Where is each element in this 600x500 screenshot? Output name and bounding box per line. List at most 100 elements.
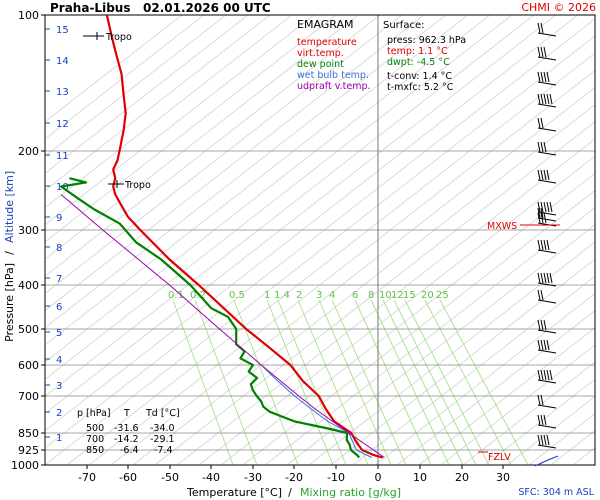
surface-heading: Surface: (383, 20, 424, 31)
dry-adiabat-line (45, 15, 447, 329)
wind-barb-feather (537, 339, 541, 351)
surface-tmxfc: t-mxfc: 5.2 °C (387, 82, 454, 93)
mixing-ratio-line (172, 299, 234, 465)
wind-barb-feather (546, 201, 550, 213)
temperature-tick-label: -70 (78, 471, 96, 484)
dry-adiabat-line (264, 207, 595, 465)
wind-barb-feather (546, 434, 550, 446)
pressure-tick-label: 300 (18, 224, 39, 237)
x-axis-title-temperature: Temperature [°C] (186, 486, 282, 499)
dry-adiabat-line (110, 86, 595, 465)
wind-barb-feather (540, 369, 544, 381)
mixing-ratio-line (393, 299, 477, 465)
wind-barb-feather (540, 289, 544, 301)
dry-adiabat-line (45, 15, 469, 346)
dry-adiabat-line (352, 275, 595, 465)
wind-barb-feather (537, 434, 541, 446)
dry-adiabat-line (484, 378, 595, 465)
wind-barb-feather (537, 201, 541, 213)
mixing-ratio-label: 0.2 (190, 290, 206, 301)
dry-adiabat-line (45, 15, 491, 363)
wind-barb-feather (537, 394, 541, 406)
wind-barb-feather (543, 212, 547, 224)
wind-barb-feather (537, 71, 541, 83)
wind-barb-feather (543, 414, 547, 426)
wind-barb-feather (540, 22, 544, 34)
wind-barb-staff (537, 424, 557, 429)
dry-adiabat-line (45, 15, 249, 174)
altitude-tick-label: 3 (56, 381, 62, 392)
temperature-tick-label: -20 (285, 471, 303, 484)
pressure-tick-label: 200 (18, 145, 39, 158)
wind-barb (537, 71, 557, 86)
wind-barb (537, 93, 557, 108)
dry-adiabat-line (242, 189, 595, 465)
altitude-tick-label: 12 (56, 119, 69, 130)
series-wet-bulb-temp- (260, 364, 372, 458)
wind-barb (537, 141, 557, 156)
surface-info: Surface: press: 962.3 hPa temp: 1.1 °C d… (383, 20, 466, 93)
mixing-ratio-line (266, 299, 334, 465)
temperature-tick-label: 20 (455, 471, 469, 484)
temperature-tick-label: 30 (496, 471, 510, 484)
wind-barb-staff (537, 179, 557, 184)
x-axis-title-mixing: Mixing ratio [g/kg] (300, 486, 401, 499)
table-row: 850 -6.4 -7.4 (86, 445, 173, 456)
mixing-ratio-line (382, 299, 464, 465)
profile-series (59, 15, 385, 459)
pressure-tick-label: 925 (18, 444, 39, 457)
wind-barb-feather (537, 46, 541, 58)
dry-adiabat-line (45, 15, 205, 140)
wind-barb-feather (543, 169, 547, 181)
table-cell: 500 (86, 423, 104, 434)
y-axis-title-pressure: Pressure [hPa] (3, 263, 16, 342)
mixing-ratio-line (404, 299, 490, 465)
mixing-ratio-label: 6 (352, 290, 358, 301)
wind-barb-feather (540, 201, 544, 213)
wind-barb-feather (537, 169, 541, 181)
wind-barb-feather (537, 272, 541, 284)
legend-item-updraft: udpraft v.temp. (297, 81, 371, 92)
wind-barb-feather (549, 272, 553, 284)
wind-barb-feather (540, 339, 544, 351)
wind-barb-staff (537, 299, 557, 304)
wind-barb-staff (537, 32, 557, 37)
pressure-tick-label: 1000 (11, 459, 39, 472)
level-table: p [hPa] T Td [°C] 500 -31.6 -34.0 700 -1… (77, 408, 180, 456)
table-cell: -7.4 (154, 445, 173, 456)
dry-adiabat-line (132, 104, 595, 465)
dry-adiabat-line (45, 15, 381, 277)
dry-adiabat-line (45, 15, 579, 432)
wind-barb-feather (546, 239, 550, 251)
mixing-ratio-line (297, 299, 369, 465)
copyright-label: CHMI © 2026 (521, 1, 596, 14)
wind-barb-feather (540, 169, 544, 181)
wind-barb (537, 414, 557, 429)
wind-barb-feather (543, 201, 547, 213)
wind-barb-staff (537, 103, 557, 108)
wind-barb-staff (537, 81, 557, 86)
altitude-tick-label: 4 (56, 355, 62, 366)
mixing-ratio-label: 12 (391, 290, 404, 301)
wind-barb-feather (549, 93, 553, 105)
wind-barb-feather (549, 201, 553, 213)
dry-adiabat-line (45, 15, 425, 312)
pressure-tick-label: 600 (18, 359, 39, 372)
surface-dwpt: dwpt: -4.5 °C (387, 57, 450, 68)
wind-barb-feather (537, 22, 541, 34)
wind-barb-feather (543, 93, 547, 105)
dry-adiabat-line (528, 413, 595, 465)
wind-barb-feather (537, 93, 541, 105)
dry-adiabat-line (286, 224, 595, 465)
wind-barb-feather (540, 46, 544, 58)
wind-barbs-column (534, 22, 559, 467)
wind-barb (537, 169, 557, 184)
surface-tconv: t-conv: 1.4 °C (387, 71, 452, 82)
wind-barb-feather (543, 369, 547, 381)
wind-barb (537, 272, 557, 287)
dry-adiabat-line (462, 361, 595, 465)
dry-adiabat-line (45, 15, 183, 123)
mixing-ratio-label: 25 (436, 290, 449, 301)
wind-barb-feather (537, 207, 541, 219)
dry-adiabat-line (45, 15, 403, 294)
